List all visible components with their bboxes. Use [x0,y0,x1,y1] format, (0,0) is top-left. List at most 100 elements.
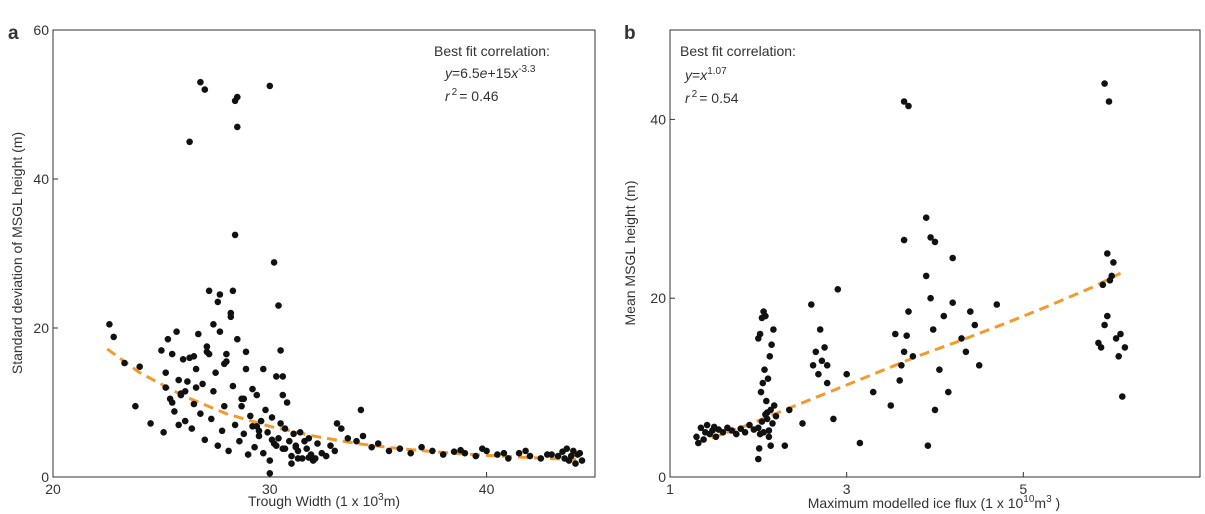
data-point [210,388,217,395]
data-point [993,301,1001,308]
data-point [763,409,771,416]
data-point [770,402,778,409]
data-point [227,313,235,321]
data-point [175,376,182,384]
data-point [253,423,261,430]
data-point [238,402,245,410]
data-point [106,321,113,328]
data-point [940,312,948,320]
data-point [164,335,172,343]
data-point [869,388,877,396]
data-point [494,451,501,458]
data-point [898,362,905,369]
data-point [199,380,206,388]
data-point [572,460,579,467]
data-point [221,360,228,368]
data-point [450,448,458,456]
data-point [242,348,250,356]
data-point [767,442,774,450]
data-point [900,236,908,244]
data-point [214,442,222,450]
data-point [281,445,289,453]
data-point [693,433,700,441]
panel-a-annotation: Best fit correlation: y=6.5e+15x-3.3 r 2 =… [434,43,550,104]
data-point [815,370,822,378]
data-point [177,391,185,399]
data-point [762,312,769,320]
data-point [737,425,744,433]
data-point [765,433,773,441]
data-point [1105,98,1113,105]
panel-b-y-axis-label: Mean MSGL height (m) [622,181,638,326]
data-point [221,402,228,410]
data-point [554,452,562,460]
x-tick-label: 1 [666,481,674,497]
data-point [338,425,345,432]
data-point [147,420,154,427]
fit-curve [696,271,1122,445]
data-point [821,344,828,351]
data-point [962,348,970,356]
y-tick-label: 40 [650,111,666,127]
data-point [457,446,464,454]
data-point [197,410,204,418]
data-point [1110,259,1117,266]
data-point [505,455,512,462]
data-point [266,470,274,477]
data-point [201,436,209,444]
data-point [214,298,222,306]
panel-a-points [106,78,586,477]
data-point [181,417,189,425]
data-point [260,365,267,373]
panel-b-annotation: Best fit correlation: y=x1.07 r 2 = 0.54 [680,43,796,106]
data-point [922,272,930,280]
panel-b-fit-line [696,271,1122,445]
data-point [179,356,187,363]
x-tick-label: 30 [262,481,278,497]
data-point [110,333,117,341]
data-point [374,440,382,447]
data-point [396,445,404,453]
data-point [240,430,248,438]
panel-b-annotation-title: Best fit correlation: [680,43,796,59]
data-point [192,384,200,391]
data-point [896,377,903,384]
panel-a-annotation-r2: r 2 = 0.46 [445,87,499,104]
data-point [231,231,239,239]
y-tick-label: 20 [650,290,666,306]
y-tick-label: 40 [33,171,49,187]
data-point [945,388,952,396]
data-point [1104,250,1111,257]
panel-b-letter: b [624,23,636,44]
data-point [175,421,182,429]
panel-a-y-axis-label: Standard deviation of MSGL height (m) [9,132,25,374]
data-point [288,452,295,460]
panel-b: b 1 3 5 0 20 40 Best fit correlation: y=x1.07… [622,23,1201,511]
data-point [333,420,341,427]
data-point [190,353,198,360]
data-point [229,382,237,390]
data-point [229,287,237,295]
data-point [305,435,313,442]
data-point [294,455,302,462]
data-point [755,445,763,452]
data-point [216,328,224,336]
data-point [772,412,780,420]
data-point [758,418,766,425]
data-point [741,429,749,436]
y-tick-label: 20 [33,320,49,336]
data-point [1101,80,1108,87]
data-point [887,402,895,409]
data-point [900,98,908,105]
data-point [262,406,269,414]
data-point [242,365,250,373]
data-point [203,343,211,350]
data-point [331,447,339,455]
panel-b-points [693,80,1129,463]
data-point [223,350,230,358]
data-point [712,433,720,441]
data-point [903,332,910,340]
data-point [812,348,820,356]
data-point [314,440,321,447]
